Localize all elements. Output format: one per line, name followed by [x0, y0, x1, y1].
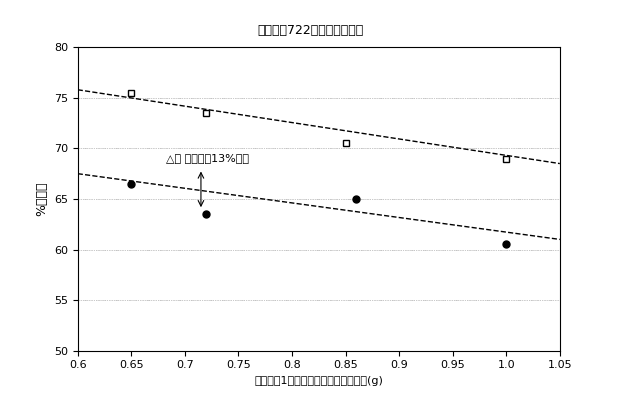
Y-axis label: %保持率: %保持率	[35, 182, 49, 216]
Text: ・　標準722　・工場試験品: ・ 標準722 ・工場試験品	[258, 24, 364, 37]
X-axis label: 手漉き紙1枚当たりに添加される顔料(g): 手漉き紙1枚当たりに添加される顔料(g)	[254, 376, 383, 386]
Text: △＝ 保持率が13%良好: △＝ 保持率が13%良好	[165, 152, 249, 163]
